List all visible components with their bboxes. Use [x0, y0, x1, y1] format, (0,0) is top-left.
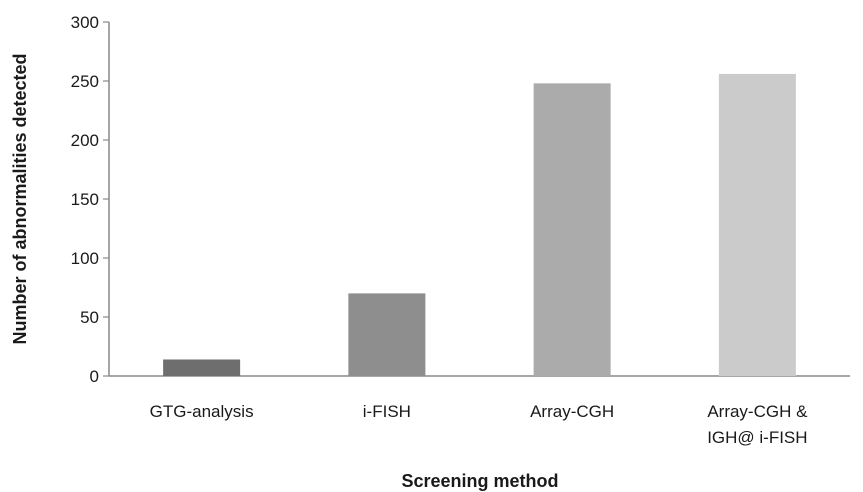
- x-tick-label: i-FISH: [363, 402, 411, 421]
- x-tick-label: GTG-analysis: [150, 402, 254, 421]
- bar: [533, 83, 611, 377]
- y-tick-label: 250: [71, 72, 99, 91]
- bars: [163, 73, 796, 377]
- x-tick-labels: GTG-analysis i-FISH Array-CGH Array-CGH & IG…: [150, 402, 808, 447]
- y-tick-labels: 0 50 100 150 200 250 300: [71, 13, 109, 386]
- y-tick-label: 0: [90, 367, 99, 386]
- bar: [718, 73, 796, 377]
- y-tick-label: 150: [71, 190, 99, 209]
- y-axis: 0 50 100 150 200 250 300: [71, 13, 110, 386]
- y-tick-label: 50: [80, 308, 99, 327]
- y-tick-label: 300: [71, 13, 99, 32]
- y-tick-label: 100: [71, 249, 99, 268]
- y-axis-title: Number of abnormalities detected: [10, 53, 30, 344]
- x-axis: GTG-analysis i-FISH Array-CGH Array-CGH & IG…: [109, 375, 850, 447]
- x-tick-label: IGH@ i-FISH: [707, 428, 807, 447]
- bar: [348, 293, 426, 376]
- x-axis-title: Screening method: [401, 471, 558, 491]
- bar: [163, 359, 241, 376]
- x-tick-label: Array-CGH: [530, 402, 614, 421]
- x-tick-label: Array-CGH &: [707, 402, 808, 421]
- y-tick-label: 200: [71, 131, 99, 150]
